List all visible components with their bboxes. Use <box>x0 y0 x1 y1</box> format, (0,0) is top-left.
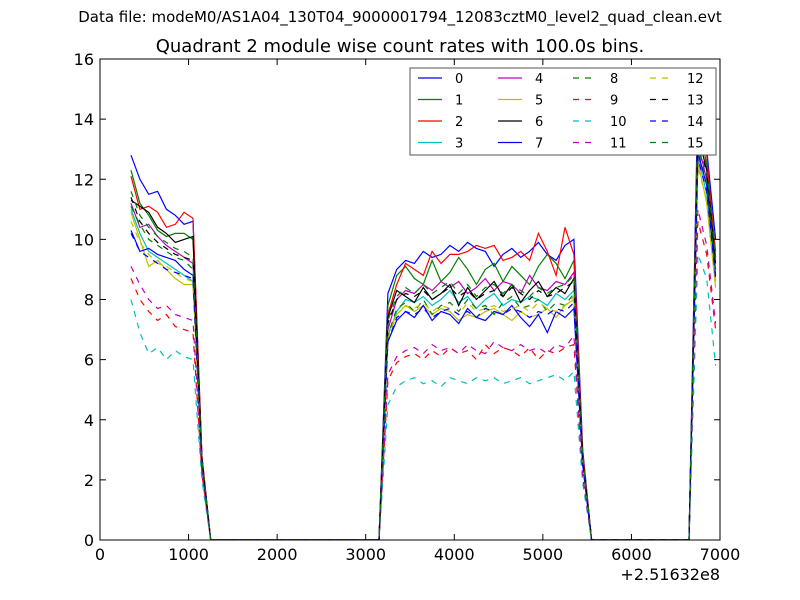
x-tick-label: 6000 <box>611 545 652 564</box>
legend-label: 8 <box>610 72 618 87</box>
y-tick-label: 0 <box>84 531 94 550</box>
series-line-1 <box>130 121 717 540</box>
series-line-13 <box>130 137 717 540</box>
series-line-5 <box>130 161 717 540</box>
x-tick-label: 2000 <box>257 545 298 564</box>
x-tick-label: 5000 <box>522 545 563 564</box>
legend-label: 5 <box>535 94 543 109</box>
series-line-8 <box>130 146 717 540</box>
y-tick-label: 16 <box>74 50 94 69</box>
series-line-11 <box>130 209 717 540</box>
legend-label: 13 <box>687 94 704 109</box>
series-line-15 <box>130 127 717 540</box>
chart-title: Quadrant 2 module wise count rates with … <box>155 36 645 57</box>
x-tick-label: 4000 <box>434 545 475 564</box>
series-line-6 <box>130 134 717 540</box>
legend-box <box>409 67 717 156</box>
x-axis-offset-label: +2.51632e8 <box>620 565 720 584</box>
x-tick-label: 3000 <box>345 545 386 564</box>
legend-label: 3 <box>455 137 463 152</box>
y-tick-label: 14 <box>74 110 94 129</box>
legend-label: 1 <box>455 94 463 109</box>
legend-label: 2 <box>455 115 463 130</box>
x-tick-label: 0 <box>95 545 105 564</box>
series-line-14 <box>130 158 717 540</box>
series-line-4 <box>130 143 717 540</box>
series-lines <box>130 95 717 540</box>
legend-label: 14 <box>687 115 704 130</box>
figure-suptitle: Data file: modeM0/AS1A04_130T04_90000017… <box>78 8 722 26</box>
series-line-10 <box>130 254 717 540</box>
legend-label: 11 <box>610 137 627 152</box>
x-tick-label: 1000 <box>168 545 209 564</box>
x-tick-label: 7000 <box>700 545 741 564</box>
legend-label: 7 <box>535 137 543 152</box>
legend-label: 10 <box>610 115 627 130</box>
y-tick-label: 12 <box>74 170 94 189</box>
legend-label: 0 <box>455 72 463 87</box>
legend-label: 12 <box>687 72 704 87</box>
legend-label: 6 <box>535 115 543 130</box>
y-tick-label: 10 <box>74 230 94 249</box>
legend-label: 4 <box>535 72 543 87</box>
axis-ticks: 0 1000 2000 3000 4000 5000 6000 700002468101214… <box>74 50 741 564</box>
series-line-9 <box>130 221 717 540</box>
series-line-0 <box>130 95 717 540</box>
legend-label: 15 <box>687 137 704 152</box>
y-tick-label: 4 <box>84 411 94 430</box>
y-tick-label: 2 <box>84 471 94 490</box>
series-line-12 <box>130 167 717 540</box>
series-line-3 <box>130 155 717 540</box>
series-line-2 <box>130 118 717 540</box>
legend-label: 9 <box>610 94 618 109</box>
series-line-7 <box>130 152 717 540</box>
y-tick-label: 8 <box>84 291 94 310</box>
y-tick-label: 6 <box>84 351 94 370</box>
